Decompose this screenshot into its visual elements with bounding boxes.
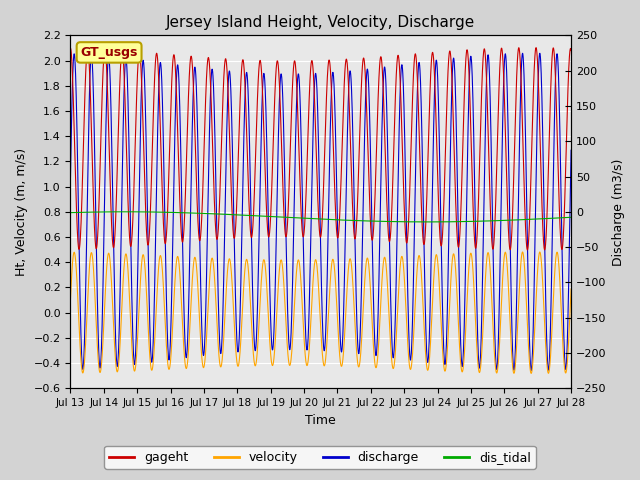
gageht: [567, 48, 575, 53]
gageht: [259, 86, 266, 92]
Title: Jersey Island Height, Velocity, Discharge: Jersey Island Height, Velocity, Discharg…: [166, 15, 476, 30]
Line: velocity: velocity: [70, 252, 571, 373]
velocity: [67, 298, 74, 303]
Legend: gageht, velocity, discharge, dis_tidal: gageht, velocity, discharge, dis_tidal: [104, 446, 536, 469]
velocity: [154, 287, 161, 292]
Y-axis label: Ht, Velocity (m, m/s): Ht, Velocity (m, m/s): [15, 148, 28, 276]
gageht: [154, 53, 161, 59]
X-axis label: Time: Time: [305, 414, 336, 427]
velocity: [567, 286, 575, 292]
discharge: [67, 178, 74, 183]
discharge: [527, 368, 535, 373]
gageht: [504, 197, 511, 203]
discharge: [154, 149, 161, 155]
velocity: [280, 285, 288, 291]
discharge: [259, 90, 266, 96]
dis_tidal: [424, 219, 432, 225]
dis_tidal: [280, 215, 288, 220]
Y-axis label: Discharge (m3/s): Discharge (m3/s): [612, 158, 625, 265]
Line: discharge: discharge: [70, 53, 571, 371]
velocity: [557, 314, 565, 320]
dis_tidal: [567, 215, 575, 220]
dis_tidal: [154, 209, 161, 215]
gageht: [280, 214, 288, 220]
dis_tidal: [67, 210, 74, 216]
discharge: [280, 145, 288, 151]
dis_tidal: [504, 217, 511, 223]
dis_tidal: [259, 213, 266, 219]
velocity: [504, 264, 511, 270]
gageht: [532, 45, 540, 50]
dis_tidal: [124, 209, 131, 215]
gageht: [524, 247, 531, 253]
gageht: [557, 246, 565, 252]
velocity: [124, 261, 131, 266]
velocity: [527, 371, 535, 376]
discharge: [124, 81, 131, 86]
velocity: [259, 264, 266, 270]
discharge: [557, 221, 565, 227]
Line: gageht: gageht: [70, 48, 571, 250]
discharge: [504, 91, 511, 97]
Text: GT_usgs: GT_usgs: [81, 46, 138, 59]
velocity: [518, 249, 526, 255]
gageht: [67, 45, 74, 51]
dis_tidal: [557, 215, 565, 221]
Line: dis_tidal: dis_tidal: [70, 212, 571, 222]
discharge: [518, 50, 526, 56]
dis_tidal: [122, 209, 129, 215]
gageht: [124, 182, 131, 188]
discharge: [567, 147, 575, 153]
